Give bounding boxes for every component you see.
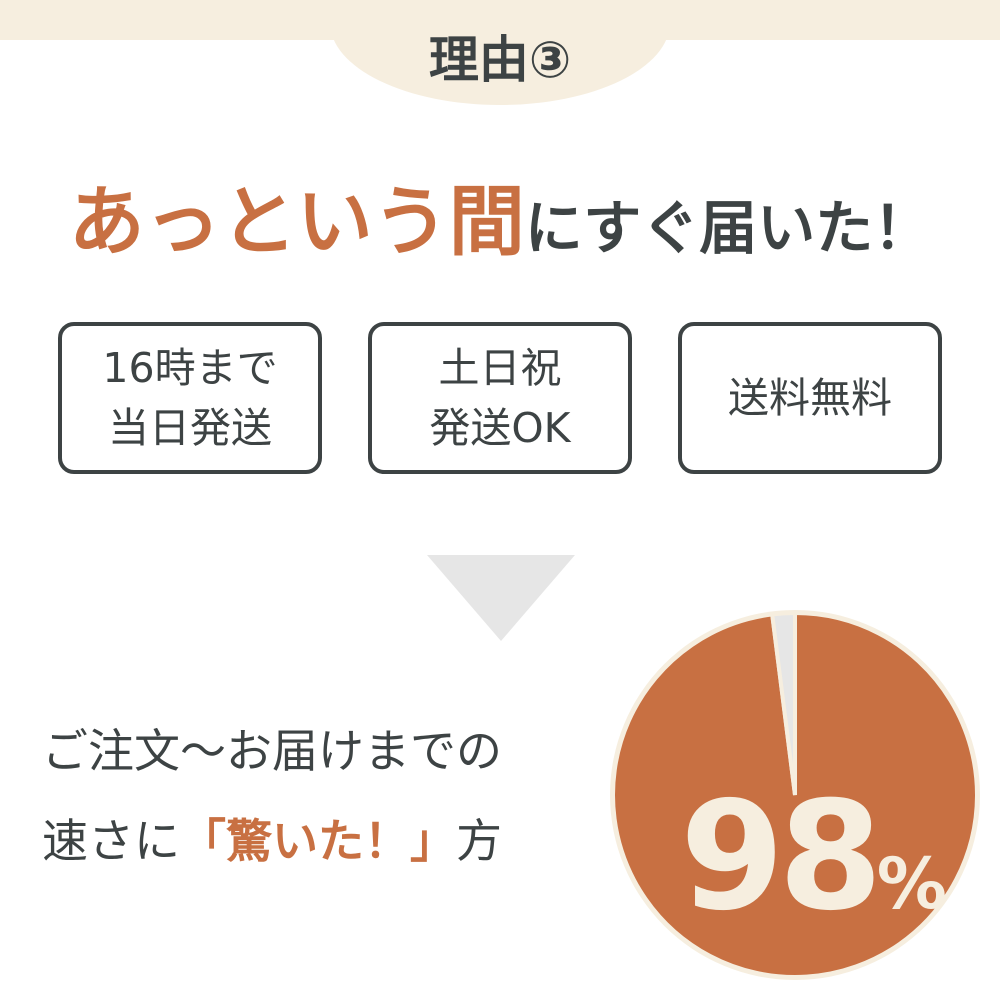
message-text: 方 [456, 814, 502, 868]
percent-value: 98 [680, 770, 883, 944]
message-line1: ご注文〜お届けまでの [42, 724, 502, 778]
message-accent: 「驚いた！」 [180, 814, 456, 868]
pie-chart [610, 610, 980, 980]
pie-slice-1 [769, 610, 797, 796]
message-text: 速さに [42, 814, 180, 868]
percent-label: 98% [680, 770, 947, 944]
down-arrow-icon [427, 555, 575, 641]
feature-line: 土日祝 [438, 344, 562, 392]
feature-line: 送料無料 [728, 374, 892, 422]
feature-line: 16時まで [102, 344, 278, 392]
headline-rest: にすぐ届いた！ [524, 194, 932, 262]
feature-free-shipping: 送料無料 [678, 322, 942, 474]
headline-accent: あっという間 [68, 177, 525, 266]
percent-unit: % [876, 843, 947, 925]
reason-label: 理由③ [428, 31, 572, 89]
feature-weekend: 土日祝発送OK [368, 322, 632, 474]
feature-same-day: 16時まで当日発送 [58, 322, 322, 474]
headline: あっという間にすぐ届いた！ [0, 160, 1000, 270]
feature-line: 当日発送 [107, 404, 272, 452]
feature-line: 発送OK [429, 404, 571, 452]
message-line2: 速さに「驚いた！」方 [42, 805, 502, 871]
